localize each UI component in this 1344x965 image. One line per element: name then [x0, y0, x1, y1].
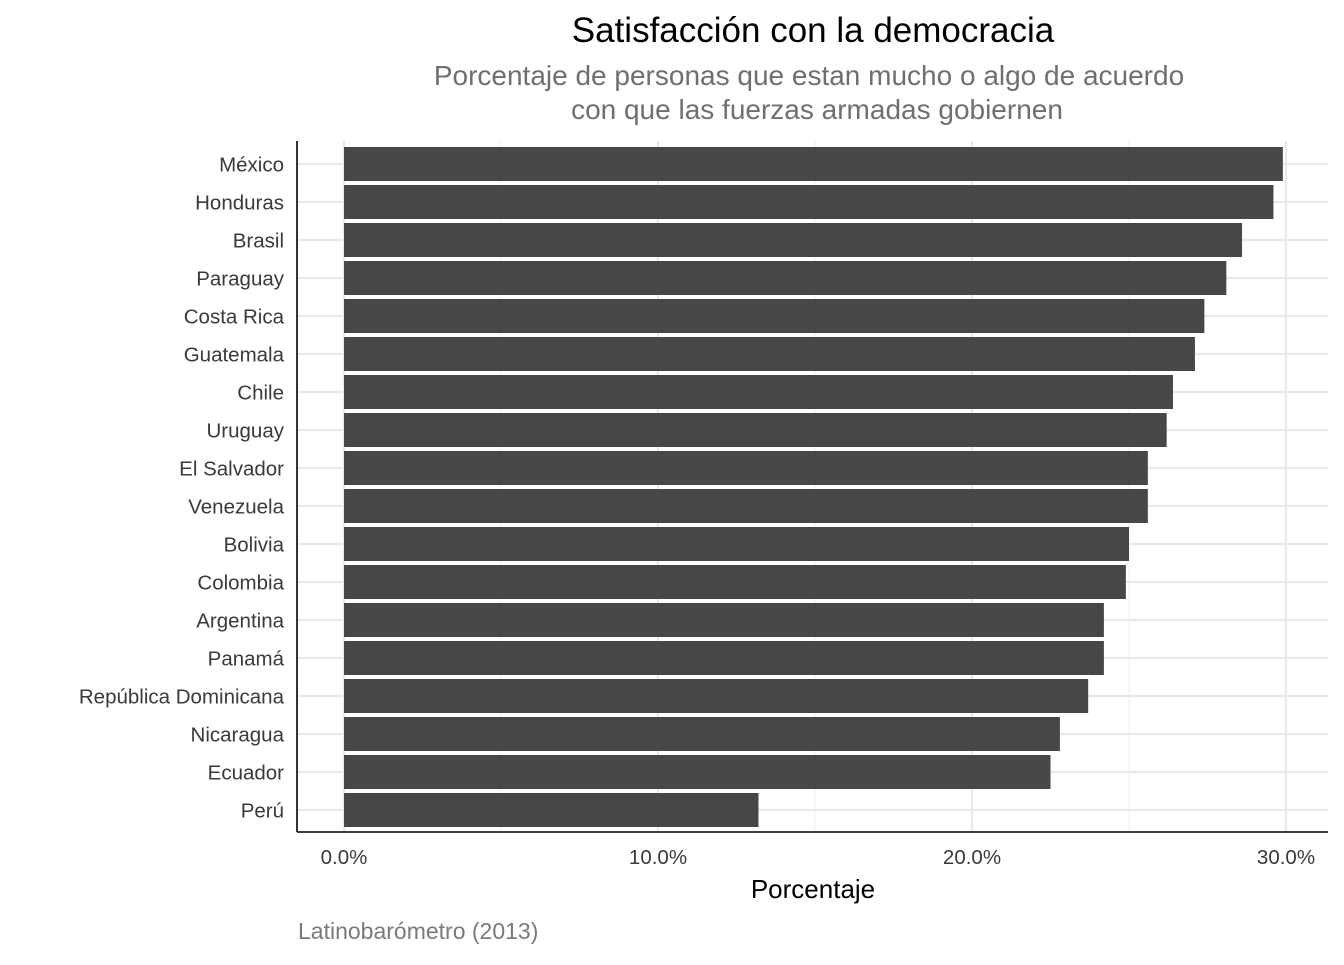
y-tick-label: Argentina [196, 610, 284, 633]
bar-el-salvador [344, 451, 1148, 485]
y-tick-label: Honduras [195, 192, 284, 215]
chart-subtitle-line-1: Porcentaje de personas que estan mucho o… [434, 60, 1184, 91]
y-tick-label: Ecuador [208, 762, 285, 785]
y-tick-label: Nicaragua [191, 724, 285, 747]
y-tick-label: Venezuela [188, 496, 284, 519]
x-tick-label: 10.0% [629, 846, 687, 869]
bar-costa-rica [344, 299, 1205, 333]
y-tick-label: México [219, 154, 284, 177]
y-axis-labels: México Honduras Brasil Paraguay Costa Rica Gu… [79, 154, 285, 823]
bar-nicaragua [344, 717, 1060, 751]
y-tick-label: Guatemala [184, 344, 285, 367]
y-tick-label: Chile [237, 382, 284, 405]
x-tick-label: 20.0% [943, 846, 1001, 869]
bar-honduras [344, 185, 1274, 219]
chart-title: Satisfacción con la democracia [572, 11, 1055, 50]
bar-argentina [344, 603, 1104, 637]
y-tick-label: Bolivia [224, 534, 285, 557]
bar-per- [344, 793, 759, 827]
bar-m-xico [344, 147, 1283, 181]
bars-layer [344, 147, 1283, 827]
chart-subtitle-line-2: con que las fuerzas armadas gobiernen [571, 94, 1063, 125]
y-tick-label: Brasil [233, 230, 284, 253]
bar-rep-blica-dominicana [344, 679, 1089, 713]
y-tick-label: Panamá [208, 648, 285, 671]
bar-panam- [344, 641, 1104, 675]
bar-venezuela [344, 489, 1148, 523]
x-tick-label: 0.0% [321, 846, 368, 869]
y-tick-label: Colombia [197, 572, 284, 595]
bar-guatemala [344, 337, 1195, 371]
y-tick-label: Perú [241, 800, 284, 823]
y-tick-label: Costa Rica [184, 306, 285, 329]
x-axis-labels: 0.0% 10.0% 20.0% 30.0% [321, 846, 1315, 869]
x-tick-label: 30.0% [1257, 846, 1315, 869]
bar-ecuador [344, 755, 1051, 789]
y-tick-label: República Dominicana [79, 686, 285, 709]
y-tick-label: Paraguay [196, 268, 285, 291]
bar-chile [344, 375, 1173, 409]
chart-caption: Latinobarómetro (2013) [298, 918, 538, 944]
y-tick-label: Uruguay [207, 420, 285, 443]
x-axis-title: Porcentaje [751, 874, 875, 904]
bar-paraguay [344, 261, 1227, 295]
bar-bolivia [344, 527, 1129, 561]
bar-brasil [344, 223, 1243, 257]
y-tick-label: El Salvador [179, 458, 284, 481]
bar-uruguay [344, 413, 1167, 447]
bar-colombia [344, 565, 1126, 599]
